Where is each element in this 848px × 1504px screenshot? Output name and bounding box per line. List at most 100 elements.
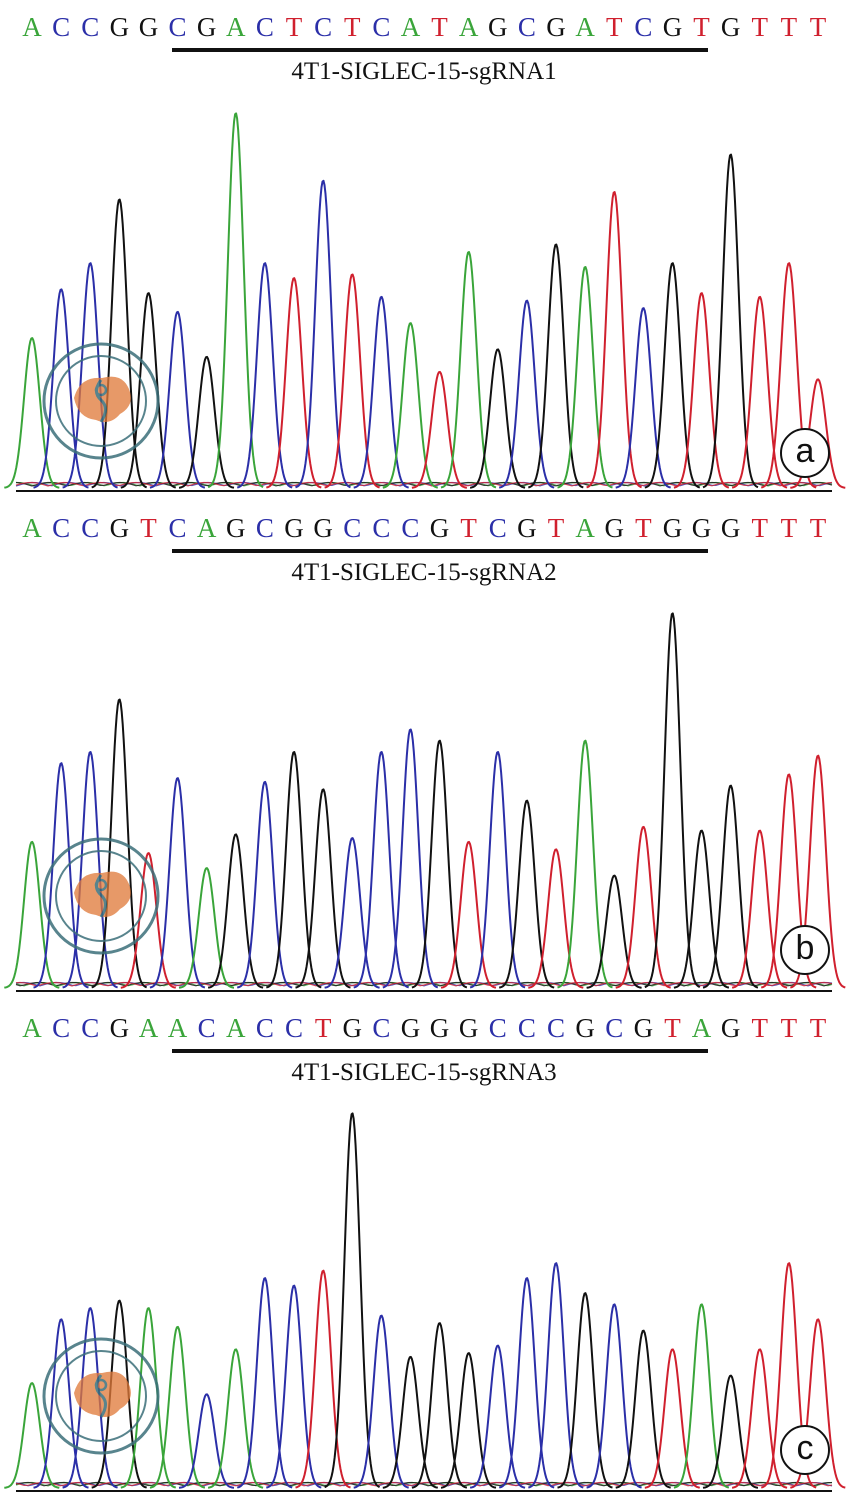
chromatogram-peak-A	[120, 1307, 177, 1489]
chromatogram-peak-C	[33, 288, 89, 489]
sequence-base: A	[226, 12, 246, 42]
sequence-base: C	[517, 12, 536, 42]
chromatogram-peak-G	[440, 1352, 497, 1489]
sequence-base: G	[429, 513, 450, 543]
chromatogram-peak-G	[528, 243, 584, 489]
sequence-base: T	[605, 12, 623, 42]
sequence-base: T	[285, 12, 303, 42]
chromatogram-peak-C	[353, 1314, 409, 1489]
chromatogram-peak-G	[411, 1322, 468, 1489]
sequence-base: G	[720, 1013, 741, 1043]
sequence-base: G	[720, 513, 741, 543]
chromatogram-peak-G	[702, 1374, 759, 1489]
sequence-base: G	[662, 513, 683, 543]
sequence-base: T	[809, 1013, 827, 1043]
chromatogram-peak-G	[644, 262, 701, 489]
chromatogram-peak-C	[498, 1277, 555, 1489]
sequence-base: T	[693, 12, 710, 42]
watermark-seal-icon	[40, 340, 162, 467]
sgrna-label-a: 4T1-SIGLEC-15-sgRNA1	[291, 58, 557, 85]
sequence-base: C	[255, 12, 274, 42]
chromatogram-peak-G	[91, 1299, 147, 1489]
chromatogram-peak-C	[236, 1277, 293, 1489]
watermark-seal-icon	[40, 835, 162, 962]
sgrna-underline-b	[171, 549, 708, 553]
chromatogram-peak-G	[295, 788, 351, 989]
sequence-base: T	[664, 1013, 681, 1043]
sequence-base: C	[488, 513, 507, 543]
chromatogram-peak-C	[62, 751, 118, 989]
chromatogram-peak-G	[702, 784, 759, 989]
chromatogram-peak-T	[615, 825, 671, 989]
sequence-base: A	[226, 1013, 246, 1043]
chromatogram-peak-T	[324, 273, 380, 489]
chromatogram-peak-C	[62, 262, 118, 489]
chromatogram-peak-T	[528, 848, 584, 989]
chromatogram-trace-b	[4, 612, 846, 992]
chromatogram-peak-C	[528, 1262, 584, 1489]
sequence-base: G	[604, 513, 624, 543]
chromatogram-peak-A	[208, 1348, 264, 1489]
sequence-base: T	[751, 12, 769, 42]
sequence-base: G	[109, 12, 130, 42]
sequence-base: A	[575, 12, 595, 42]
chromatogram-peak-C	[353, 751, 409, 989]
chromatogram-peak-T	[731, 295, 788, 489]
sequence-base: G	[109, 513, 130, 543]
sequence-base: G	[284, 513, 304, 543]
sequence-base: G	[488, 12, 508, 42]
chromatogram-peak-G	[586, 874, 642, 989]
sequence-base: C	[343, 513, 362, 543]
chromatogram-peak-T	[266, 277, 322, 489]
chromatogram-peak-C	[586, 1303, 642, 1489]
sequence-base: T	[314, 1013, 332, 1043]
chromatogram-peak-C	[499, 299, 555, 489]
sgrna-label-b: 4T1-SIGLEC-15-sgRNA2	[291, 559, 557, 586]
sequence-base: A	[196, 513, 217, 543]
chromatogram-peak-C	[149, 777, 206, 989]
sequence-base: C	[168, 12, 187, 42]
sequence-base: C	[197, 1013, 216, 1043]
chromatogram-peak-A	[382, 322, 438, 489]
chromatogram-peak-C	[615, 307, 671, 489]
sequence-base: G	[313, 513, 333, 543]
sequence-base: C	[634, 12, 653, 42]
chromatogram-peak-T	[790, 378, 846, 489]
chromatogram-peak-T	[732, 1348, 788, 1489]
chromatogram-peak-G	[702, 153, 759, 489]
sequence-base: G	[575, 1013, 595, 1043]
chromatogram-peak-C	[236, 780, 293, 989]
noise-trace	[15, 481, 833, 487]
sequence-base: T	[547, 513, 565, 543]
chromatogram-peak-G	[382, 1355, 438, 1489]
chromatogram-trace-a	[4, 112, 846, 492]
chromatogram-peak-A	[557, 266, 613, 489]
sequence-base: A	[458, 12, 479, 42]
chromatogram-peak-G	[178, 355, 235, 489]
sequence-base: T	[140, 513, 157, 543]
chromatogram-peak-C	[469, 1344, 526, 1489]
sequence-base: G	[138, 12, 159, 42]
sequence-base: C	[81, 1013, 100, 1043]
chromatogram-peak-A	[149, 1325, 206, 1489]
sequence-base: T	[751, 513, 769, 543]
sequence-base: G	[691, 513, 712, 543]
chromatogram-peak-G	[615, 1329, 671, 1489]
sequence-base: G	[517, 513, 537, 543]
sequence-base: C	[517, 1013, 536, 1043]
chromatogram-peak-C	[149, 310, 206, 489]
sequence-base: G	[196, 12, 217, 42]
sequence-base: A	[575, 513, 595, 543]
sequence-base: T	[780, 12, 798, 42]
chromatogram-peak-C	[266, 1284, 322, 1489]
sequence-base: T	[780, 513, 798, 543]
sequence-base: G	[109, 1013, 130, 1043]
chromatogram-peak-C	[237, 262, 293, 489]
sequence-base: A	[138, 1013, 159, 1043]
sequence-base: C	[314, 12, 333, 42]
sequence-base: A	[22, 12, 42, 42]
sequence-base: C	[401, 513, 420, 543]
